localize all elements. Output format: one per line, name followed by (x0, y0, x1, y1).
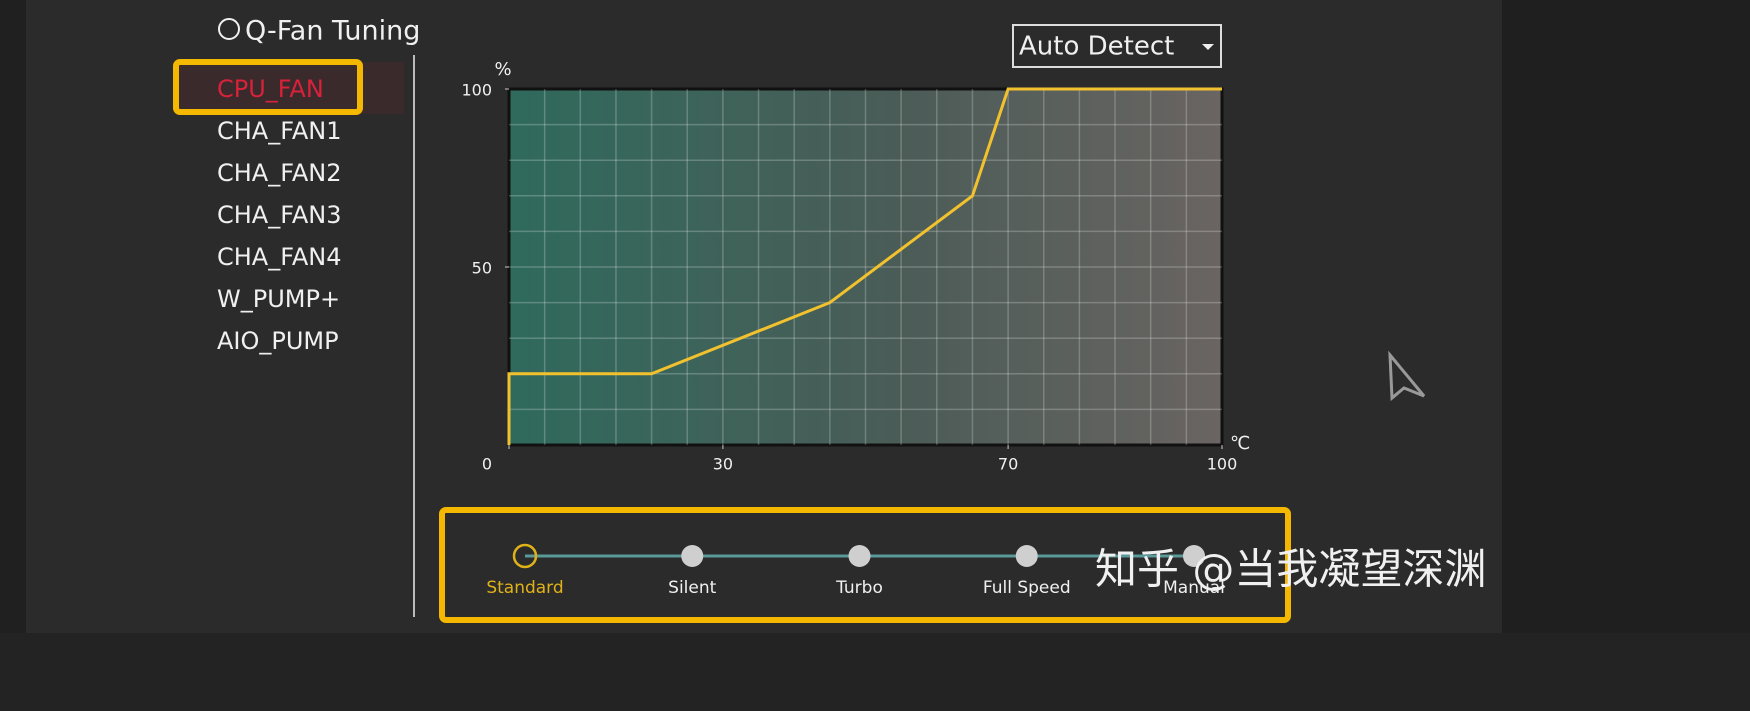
profile-label[interactable]: Standard (486, 578, 563, 598)
fan-item[interactable]: W_PUMP+ (217, 285, 340, 313)
x-tick-label: 70 (998, 455, 1018, 474)
y-tick-label: 50 (472, 259, 492, 278)
left-strip (0, 0, 26, 711)
profile-label[interactable]: Turbo (835, 578, 883, 598)
fan-item[interactable]: CPU_FAN (217, 75, 324, 103)
cursor (1388, 350, 1426, 402)
profile-node[interactable] (1015, 545, 1038, 567)
plot-area (507, 87, 1224, 447)
bottom-strip (0, 633, 1750, 711)
fan-item[interactable]: CHA_FAN1 (217, 117, 341, 145)
fan-item[interactable]: CHA_FAN4 (217, 243, 341, 271)
y-tick-label: 100 (461, 81, 492, 100)
fan-item[interactable]: CHA_FAN2 (217, 159, 341, 187)
fan-item[interactable]: AIO_PUMP (217, 327, 339, 355)
dropdown-arrow[interactable] (1202, 44, 1214, 50)
dropdown-label[interactable]: Auto Detect (1019, 32, 1174, 62)
profile-node[interactable] (681, 545, 704, 567)
x-axis-label: ℃ (1230, 433, 1250, 454)
watermark: 知乎 @当我凝望深渊 (1095, 545, 1486, 594)
profile-box (439, 507, 1291, 623)
x-tick-label: 100 (1207, 455, 1238, 474)
y-axis-label: % (494, 59, 511, 80)
x-tick-label: 0 (482, 455, 492, 474)
fan-item[interactable]: CHA_FAN3 (217, 201, 341, 229)
x-tick-label: 30 (713, 455, 733, 474)
profile-node[interactable] (1183, 545, 1205, 567)
profile-label[interactable]: Silent (668, 578, 716, 598)
profile-label[interactable]: Manual (1163, 578, 1225, 598)
header-title: Q-Fan Tuning (245, 16, 420, 47)
right-strip (1502, 0, 1750, 711)
dropdown[interactable] (1012, 24, 1222, 68)
profile-node[interactable] (848, 545, 871, 567)
profile-node[interactable] (512, 543, 538, 569)
selected-highlight (176, 62, 404, 114)
fan-curve (507, 87, 1222, 445)
fan-icon (218, 18, 240, 40)
selected-box (173, 59, 363, 115)
profile-label[interactable]: Full Speed (983, 578, 1071, 598)
